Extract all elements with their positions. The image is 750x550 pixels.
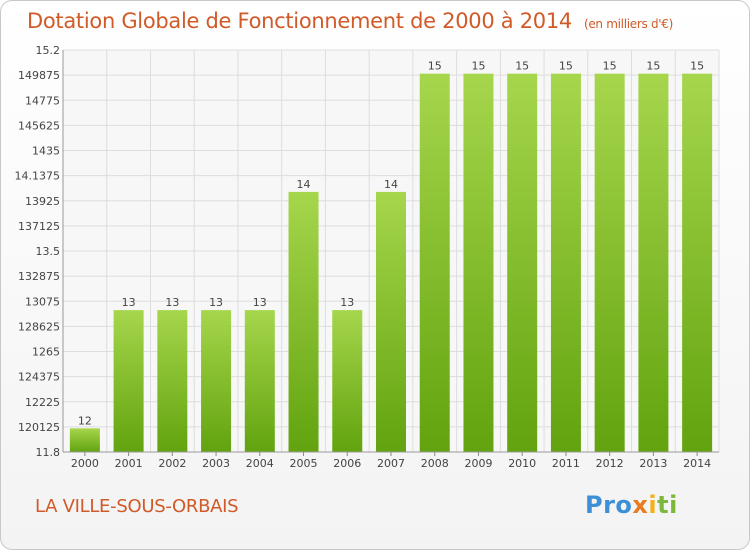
x-tick-label-2012: 2012	[596, 457, 624, 470]
x-tick-label-2009: 2009	[464, 457, 492, 470]
data-label-2009: 15	[471, 60, 485, 73]
y-tick-label: 12225	[25, 396, 60, 409]
data-label-2012: 15	[603, 60, 617, 73]
data-label-2003: 13	[209, 296, 223, 309]
x-tick-label-2013: 2013	[639, 457, 667, 470]
chart-title: Dotation Globale de Fonctionnement de 20…	[27, 9, 673, 33]
y-tick-label: 124375	[18, 371, 60, 384]
logo-part-1: Pro	[585, 491, 633, 519]
y-tick-label: 11.8	[36, 446, 61, 459]
data-label-2000: 12	[78, 414, 92, 427]
x-tick-label-2008: 2008	[421, 457, 449, 470]
logo-part-3: i	[648, 491, 658, 519]
bar-2013	[638, 73, 669, 452]
y-tick-label: 13.5	[36, 245, 61, 258]
logo-part-2: x	[632, 491, 649, 519]
y-tick-label: 14775	[25, 94, 60, 107]
y-tick-label: 15.2	[36, 44, 61, 57]
y-tick-label: 14.1375	[15, 170, 61, 183]
data-label-2011: 15	[559, 60, 573, 73]
y-tick-label: 128625	[18, 320, 60, 333]
y-tick-label: 149875	[18, 69, 60, 82]
data-label-2004: 13	[253, 296, 267, 309]
bar-2006	[332, 310, 363, 452]
bar-2007	[376, 191, 406, 452]
data-label-2014: 15	[690, 60, 704, 73]
bar-2001	[113, 310, 144, 452]
chart-subtitle: (en milliers d'€)	[583, 17, 673, 31]
data-label-2006: 13	[340, 296, 354, 309]
y-tick-label: 1435	[32, 145, 60, 158]
x-tick-label-2004: 2004	[246, 457, 274, 470]
bar-2008	[419, 73, 450, 452]
data-label-2013: 15	[646, 60, 660, 73]
y-tick-label: 137125	[18, 220, 60, 233]
x-tick-label-2002: 2002	[158, 457, 186, 470]
bar-2004	[244, 310, 275, 452]
x-tick-label-2005: 2005	[290, 457, 318, 470]
data-label-2010: 15	[515, 60, 529, 73]
x-tick-label-2000: 2000	[71, 457, 99, 470]
bar-2011	[550, 73, 581, 452]
bar-2009	[463, 73, 494, 452]
y-tick-label: 132875	[18, 270, 60, 283]
data-label-2001: 13	[122, 296, 136, 309]
bar-2012	[594, 73, 625, 452]
x-tick-label-2014: 2014	[683, 457, 711, 470]
bar-2010	[507, 73, 538, 452]
y-tick-label: 13075	[25, 295, 60, 308]
data-label-2005: 14	[297, 178, 311, 191]
commune-name: LA VILLE-SOUS-ORBAIS	[35, 496, 239, 517]
axes: 11.8 120125 12225 124375 1265 128625 13075 1328…	[15, 44, 719, 470]
chart-title-text: Dotation Globale de Fonctionnement de 20…	[27, 9, 572, 33]
y-tick-label: 145625	[18, 119, 60, 132]
bar-2002	[157, 310, 188, 452]
bar-2003	[201, 310, 232, 452]
logo-part-4: ti	[657, 491, 678, 519]
bar-2014	[682, 73, 713, 452]
x-tick-label-2007: 2007	[377, 457, 405, 470]
data-label-2002: 13	[165, 296, 179, 309]
x-tick-label-2001: 2001	[115, 457, 143, 470]
data-label-2008: 15	[428, 60, 442, 73]
x-tick-label-2010: 2010	[508, 457, 536, 470]
data-label-2007: 14	[384, 178, 398, 191]
y-tick-label: 120125	[18, 421, 60, 434]
proxiti-logo: Proxiti	[585, 491, 678, 519]
x-tick-label-2006: 2006	[333, 457, 361, 470]
y-tick-label: 13925	[25, 195, 60, 208]
bar-2000	[69, 428, 100, 452]
bar-2005	[288, 191, 319, 452]
y-tick-label: 1265	[32, 346, 60, 359]
x-tick-label-2011: 2011	[552, 457, 580, 470]
x-tick-label-2003: 2003	[202, 457, 230, 470]
bars	[69, 73, 713, 452]
